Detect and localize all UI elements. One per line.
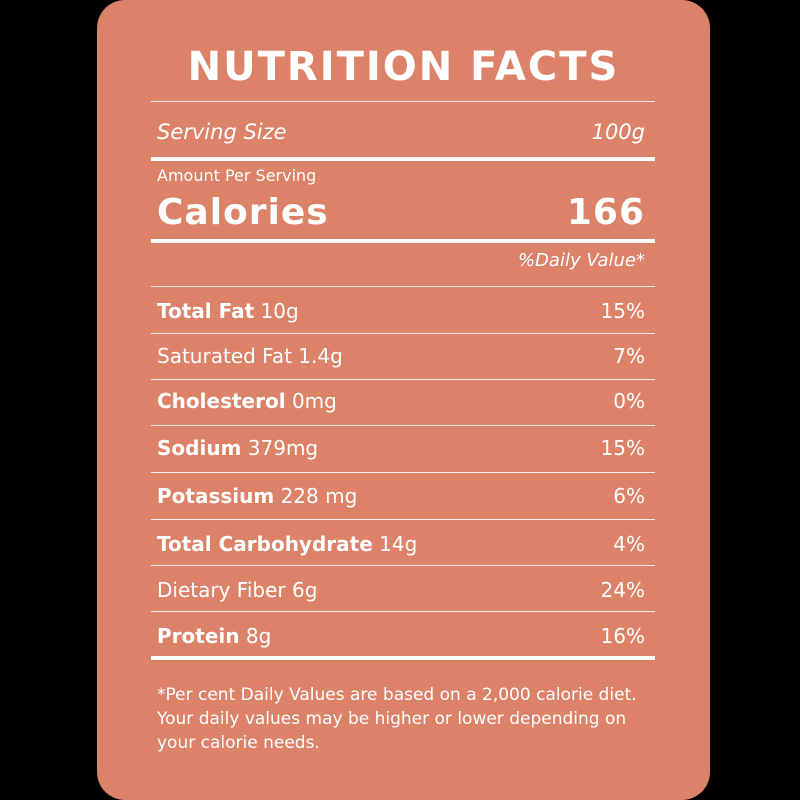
divider-thick [151, 239, 655, 243]
nutrient-name: Total Fat [157, 299, 255, 323]
nutrient-daily-value: 7% [613, 344, 645, 368]
divider-thick [151, 656, 655, 660]
divider [151, 425, 655, 426]
nutrient-name: Potassium [157, 484, 275, 508]
nutrient-daily-value: 24% [600, 578, 645, 602]
nutrient-row: Protein 8g 16% [157, 621, 645, 651]
divider [151, 565, 655, 566]
nutrient-daily-value: 4% [613, 532, 645, 556]
nutrient-daily-value: 15% [600, 299, 645, 323]
label-title: NUTRITION FACTS [187, 44, 620, 90]
serving-size-label: Serving Size [157, 120, 287, 144]
calories-label: Calories [157, 191, 329, 233]
nutrient-row: Sodium 379mg 15% [157, 433, 645, 463]
divider [151, 333, 655, 334]
serving-size-value: 100g [591, 120, 645, 144]
nutrient-amount: 0mg [291, 389, 337, 413]
nutrient-name: Sodium [157, 436, 242, 460]
nutrient-daily-value: 0% [613, 389, 645, 413]
nutrient-daily-value: 15% [600, 436, 645, 460]
nutrient-row: Cholesterol 0mg 0% [157, 386, 645, 416]
divider [151, 286, 655, 287]
nutrient-name: Cholesterol [157, 389, 286, 413]
divider [151, 379, 655, 380]
divider [151, 519, 655, 520]
calories-row: Calories 166 [157, 188, 645, 236]
nutrient-amount: 10g [260, 299, 299, 323]
nutrient-daily-value: 16% [600, 624, 645, 648]
nutrient-name: Dietary Fiber [157, 578, 286, 602]
nutrient-amount: 14g [379, 532, 418, 556]
divider-thick [151, 157, 655, 161]
nutrient-name: Protein [157, 624, 240, 648]
amount-per-serving: Amount Per Serving [157, 166, 317, 185]
divider [151, 611, 655, 612]
nutrient-amount: 1.4g [298, 344, 343, 368]
daily-value-header: %Daily Value* [517, 250, 645, 271]
nutrient-amount: 379mg [247, 436, 319, 460]
divider [151, 101, 655, 102]
nutrient-row: Total Carbohydrate 14g 4% [157, 529, 645, 559]
nutrition-facts-card: NUTRITION FACTS Serving Size 100g Amount… [97, 0, 710, 800]
nutrient-row: Potassium 228 mg 6% [157, 481, 645, 511]
divider [151, 472, 655, 473]
nutrient-daily-value: 6% [613, 484, 645, 508]
nutrient-row: Dietary Fiber 6g 24% [157, 575, 645, 605]
nutrient-name: Total Carbohydrate [157, 532, 373, 556]
footnote: *Per cent Daily Values are based on a 2,… [157, 685, 637, 753]
calories-value: 166 [566, 191, 645, 233]
nutrient-amount: 228 mg [280, 484, 358, 508]
nutrient-amount: 6g [291, 578, 318, 602]
nutrient-row: Saturated Fat 1.4g 7% [157, 341, 645, 371]
nutrient-name: Saturated Fat [157, 344, 292, 368]
nutrient-row: Total Fat 10g 15% [157, 296, 645, 326]
serving-size-row: Serving Size 100g [157, 117, 645, 147]
nutrient-amount: 8g [245, 624, 272, 648]
